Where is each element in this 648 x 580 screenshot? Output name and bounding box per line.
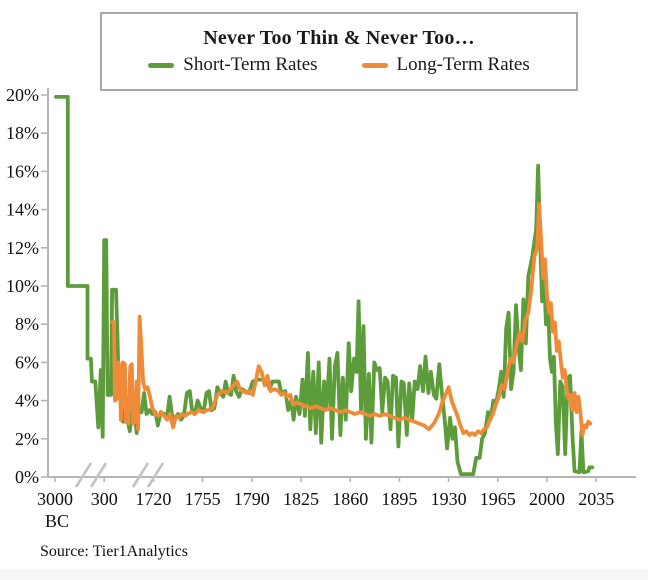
y-tick-label: 10% xyxy=(6,276,39,296)
legend-label-long-term: Long-Term Rates xyxy=(396,54,530,75)
y-tick-label: 4% xyxy=(15,391,39,411)
chart-legend: Short-Term Rates Long-Term Rates xyxy=(148,54,530,76)
x-tick-label: 3000 xyxy=(37,489,73,509)
x-tick-label: 2000 xyxy=(529,489,565,509)
x-axis-break-mark-1 xyxy=(89,462,108,488)
y-tick-label: 18% xyxy=(6,123,39,143)
short-term-legend-swatch xyxy=(148,62,175,68)
chart-title-legend-box: Never Too Thin & Never Too… Short-Term R… xyxy=(100,12,578,91)
legend-label-short-term: Short-Term Rates xyxy=(183,54,318,75)
x-axis-break-mark-1 xyxy=(74,462,93,488)
long-term-legend-swatch xyxy=(361,62,388,68)
long-term-rates-line xyxy=(110,201,593,437)
y-tick-label: 12% xyxy=(6,238,39,258)
x-tick-label: 300 xyxy=(91,489,118,509)
x-tick-label: 1965 xyxy=(480,489,516,509)
y-tick-label: 6% xyxy=(15,352,39,372)
x-tick-label: 1720 xyxy=(135,489,171,509)
chart-title: Never Too Thin & Never Too… xyxy=(203,27,475,49)
y-tick-label: 0% xyxy=(15,467,39,487)
x-tick-sub-label: BC xyxy=(45,511,69,531)
legend-item-short-term: Short-Term Rates xyxy=(148,54,318,76)
x-tick-label: 1930 xyxy=(431,489,467,509)
y-tick-label: 14% xyxy=(6,200,39,220)
footer-strip xyxy=(0,569,648,580)
x-tick-label: 1895 xyxy=(381,489,417,509)
x-tick-label: 1860 xyxy=(332,489,368,509)
y-tick-label: 2% xyxy=(15,429,39,449)
y-tick-label: 20% xyxy=(6,85,39,105)
x-axis-break-mark-2 xyxy=(131,462,150,488)
short-term-rates-line xyxy=(54,95,595,477)
x-tick-label: 1790 xyxy=(234,489,270,509)
x-tick-label: 1825 xyxy=(283,489,319,509)
x-axis-break-mark-2 xyxy=(146,462,165,488)
source-note: Source: Tier1Analytics xyxy=(40,543,188,560)
y-tick-label: 16% xyxy=(6,161,39,181)
y-tick-label: 8% xyxy=(15,314,39,334)
x-tick-label: 2035 xyxy=(578,489,614,509)
x-tick-label: 1755 xyxy=(185,489,221,509)
legend-item-long-term: Long-Term Rates xyxy=(361,54,530,76)
